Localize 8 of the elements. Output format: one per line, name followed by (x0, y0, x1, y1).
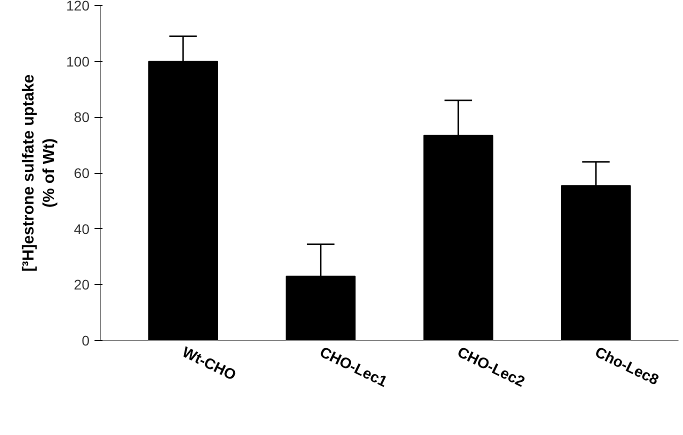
y-tick-label: 60 (74, 165, 90, 181)
y-tick-label: 80 (74, 109, 90, 126)
y-tick-label: 120 (66, 0, 90, 14)
y-tick-label: 0 (82, 332, 90, 348)
y-tick-label: 40 (74, 220, 90, 237)
y-axis-title: [³H]estrone sulfate uptake (% of Wt) (20, 74, 58, 272)
y-tick-label: 20 (74, 276, 90, 293)
y-tick-label: 100 (66, 53, 90, 70)
